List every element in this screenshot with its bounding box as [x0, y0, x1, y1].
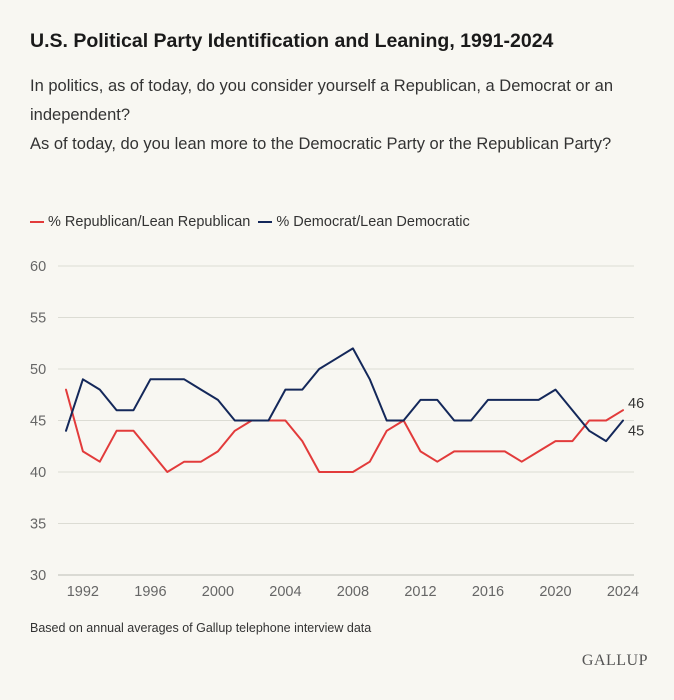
subtitle-question-1: In politics, as of today, do you conside… — [30, 77, 614, 124]
x-tick-label-2012: 2012 — [404, 584, 436, 600]
legend-swatch-republican — [30, 221, 44, 223]
x-tick-label-2020: 2020 — [539, 584, 571, 600]
gallup-logo: GALLUP — [581, 652, 648, 669]
x-tick-label-2016: 2016 — [472, 584, 504, 600]
y-tick-label-40: 40 — [30, 465, 46, 481]
chart-title: U.S. Political Party Identification and … — [30, 30, 554, 52]
x-tick-label-1996: 1996 — [134, 584, 166, 600]
x-tick-label-2000: 2000 — [202, 584, 234, 600]
y-tick-label-30: 30 — [30, 568, 46, 584]
series-line-republican — [65, 388, 624, 473]
legend-item-republican: % Republican/Lean Republican — [30, 214, 250, 230]
line-chart: 30 35 40 45 50 55 60 1992 1996 2000 2004 2008 2012 20… — [30, 259, 644, 600]
source-note: Based on annual averages of Gallup telep… — [30, 621, 372, 635]
series-line-democrat — [65, 347, 624, 443]
y-tick-label-55: 55 — [30, 311, 46, 327]
end-label-democrat: 45 — [628, 424, 644, 440]
y-tick-label-60: 60 — [30, 259, 46, 275]
y-tick-label-35: 35 — [30, 517, 46, 533]
x-tick-label-2004: 2004 — [269, 584, 301, 600]
legend-item-democrat: % Democrat/Lean Democratic — [258, 214, 470, 230]
y-tick-label-50: 50 — [30, 362, 46, 378]
legend-swatch-democrat — [258, 221, 273, 223]
x-tick-label-1992: 1992 — [67, 584, 99, 600]
legend-label-republican: % Republican/Lean Republican — [48, 214, 251, 230]
y-tick-label-45: 45 — [30, 414, 46, 430]
legend-label-democrat: % Democrat/Lean Democratic — [276, 214, 470, 230]
chart-legend: % Republican/Lean Republican % Democrat/… — [30, 214, 470, 230]
subtitle-question-2: As of today, do you lean more to the Dem… — [30, 135, 612, 153]
x-tick-label-2024: 2024 — [607, 584, 639, 600]
chart-subtitle: In politics, as of today, do you conside… — [30, 72, 650, 159]
x-tick-label-2008: 2008 — [337, 584, 369, 600]
end-label-republican: 46 — [628, 396, 644, 412]
